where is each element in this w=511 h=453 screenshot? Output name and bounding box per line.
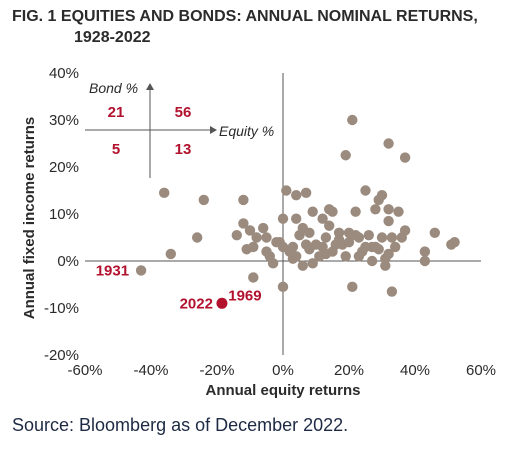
data-point — [449, 237, 460, 248]
data-point — [419, 246, 431, 257]
x-tick-label: -60% — [67, 362, 102, 379]
data-point — [373, 244, 384, 255]
y-tick-label: -10% — [44, 300, 79, 317]
data-point — [231, 229, 242, 241]
data-point — [320, 232, 332, 243]
data-point — [291, 190, 302, 201]
data-point — [159, 187, 170, 199]
data-point — [390, 241, 401, 253]
data-point — [304, 227, 315, 238]
data-point — [429, 227, 440, 238]
annotation-1931: 1931 — [96, 262, 129, 279]
annotations-group: 1931 1969 2022 — [96, 262, 262, 312]
data-point — [291, 213, 302, 224]
key-bottom-right-value: 13 — [175, 141, 192, 158]
data-point — [383, 138, 394, 149]
key-bottom-left-value: 5 — [112, 141, 120, 158]
data-point — [307, 258, 318, 269]
y-tick-label: 10% — [49, 206, 79, 223]
y-tick-label: 30% — [49, 112, 79, 129]
data-point — [198, 194, 209, 206]
data-points-group — [135, 114, 460, 309]
data-point — [291, 251, 302, 262]
x-axis-title: Annual equity returns — [205, 382, 360, 399]
data-point — [248, 241, 259, 253]
key-arrow-up-icon — [146, 83, 154, 90]
key-equity-label: Equity % — [219, 123, 274, 139]
data-point — [399, 225, 411, 236]
data-point — [165, 248, 176, 260]
data-point — [261, 232, 272, 243]
x-tick-label: -20% — [199, 362, 234, 379]
data-point — [376, 190, 388, 201]
x-tick-label: 60% — [466, 362, 496, 379]
data-point — [386, 286, 398, 297]
data-point — [370, 204, 381, 215]
data-point — [383, 248, 394, 260]
x-tick-label: 0% — [272, 362, 294, 379]
data-point — [366, 255, 378, 267]
data-point — [287, 241, 299, 253]
data-point — [383, 204, 394, 215]
data-point — [343, 237, 355, 248]
data-point — [386, 232, 398, 243]
tick-labels-group: -60% -40% -20% 0% 20% 40% 60% 40% 30% 20% 10% 0% -10… — [21, 65, 496, 399]
x-tick-label: -40% — [133, 362, 168, 379]
data-point — [353, 232, 365, 243]
annotation-2022: 2022 — [180, 295, 213, 312]
data-point — [238, 194, 249, 206]
y-tick-label: 40% — [49, 65, 79, 82]
data-point — [393, 206, 404, 217]
data-point — [350, 206, 361, 217]
quadrant-key: Bond % Equity % 21 56 5 13 — [85, 80, 274, 178]
data-point — [277, 213, 289, 224]
data-point — [380, 260, 391, 271]
x-tick-label: 20% — [334, 362, 364, 379]
data-point — [297, 260, 308, 271]
chart-title-line2: 1928-2022 — [74, 29, 151, 46]
data-point — [419, 255, 431, 267]
data-point — [267, 258, 279, 269]
key-top-right-value: 56 — [175, 104, 192, 121]
x-tick-label: 40% — [400, 362, 430, 379]
data-point — [277, 281, 289, 293]
data-point — [333, 227, 345, 238]
y-tick-label: 0% — [57, 253, 79, 270]
data-point — [360, 185, 371, 196]
source-note: Source: Bloomberg as of December 2022. — [12, 415, 349, 435]
data-point — [258, 222, 269, 234]
data-point — [399, 152, 411, 163]
data-point — [340, 251, 351, 262]
data-point — [300, 187, 312, 199]
data-point — [251, 232, 262, 243]
key-top-left-value: 21 — [108, 104, 125, 121]
data-point — [363, 229, 374, 241]
data-point — [307, 206, 318, 217]
data-point — [135, 265, 147, 276]
y-tick-label: -20% — [44, 347, 79, 364]
data-point — [383, 215, 394, 227]
chart-title-line1: FIG. 1 EQUITIES AND BONDS: ANNUAL NOMINA… — [12, 8, 478, 25]
data-point — [248, 272, 259, 283]
annotation-1969: 1969 — [228, 287, 261, 304]
data-point — [347, 114, 358, 126]
data-point — [317, 213, 328, 224]
data-point — [281, 185, 292, 196]
data-point — [192, 232, 203, 243]
data-point — [327, 206, 338, 217]
chart-title: FIG. 1 EQUITIES AND BONDS: ANNUAL NOMINA… — [12, 6, 502, 48]
data-point — [238, 218, 249, 229]
data-point — [347, 281, 358, 293]
y-tick-label: 20% — [49, 159, 79, 176]
key-bond-label: Bond % — [89, 80, 138, 96]
data-point — [376, 232, 388, 243]
data-point — [244, 225, 256, 236]
data-point — [340, 150, 351, 161]
highlight-point-2022 — [216, 297, 228, 309]
y-axis-title: Annual fixed income returns — [21, 117, 38, 320]
key-arrow-icon — [210, 126, 217, 134]
data-point — [324, 220, 335, 231]
